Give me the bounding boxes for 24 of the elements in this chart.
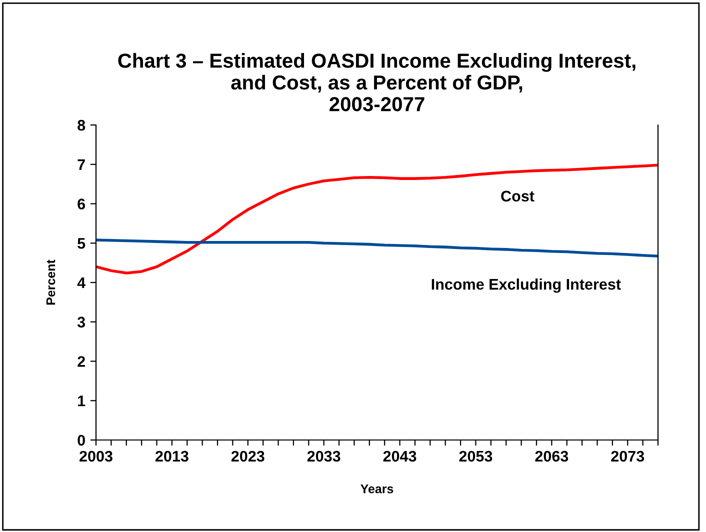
x-tick-label: 2063 [535, 450, 568, 462]
y-tick-label: 6 [78, 198, 86, 210]
x-tick-label: 2073 [611, 450, 644, 462]
series-label: Cost [501, 190, 534, 202]
y-tick-label: 7 [78, 159, 85, 170]
y-axis-title: Percent [46, 260, 56, 305]
line-series [96, 238, 658, 258]
series-label: Income Excluding Interest [432, 278, 621, 293]
y-tick-label: 4 [77, 278, 86, 288]
x-tick-label: 2033 [307, 450, 340, 462]
chart-title: Chart 3 – Estimated OASDI Income Excluding Interest, and Cost, as a Percent of GDP, 2003-2077 [118, 53, 636, 112]
y-tick-label: 5 [78, 238, 86, 249]
y-tick-label: 1 [78, 396, 86, 406]
x-tick-label: 2023 [231, 450, 264, 462]
line-series [96, 164, 658, 274]
y-tick-label: 2 [78, 356, 85, 367]
x-axis-title: Years [360, 484, 394, 494]
x-tick-label: 2053 [459, 450, 492, 462]
y-tick-label: 8 [78, 120, 86, 131]
x-tick-label: 2013 [155, 450, 188, 462]
x-tick-label: 2043 [383, 450, 416, 462]
x-tick-label: 2003 [80, 450, 112, 462]
y-tick-label: 0 [78, 434, 85, 446]
y-tick-label: 3 [77, 316, 86, 328]
